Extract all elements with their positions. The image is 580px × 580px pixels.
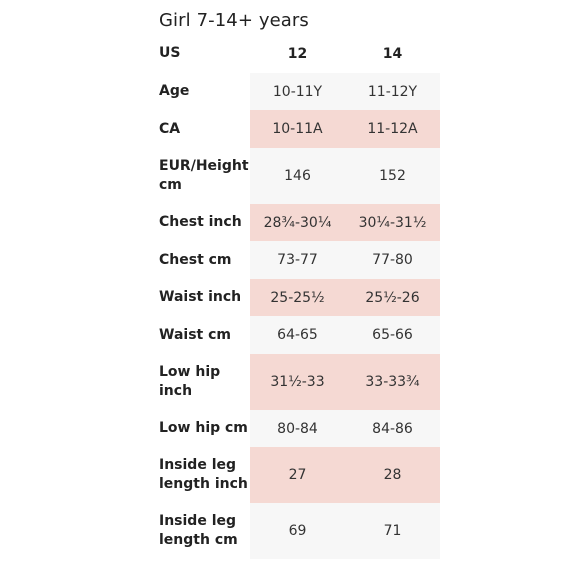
table-row: Waist cm 64-65 65-66 — [155, 316, 441, 354]
table-row: Chest inch 28¾-30¼ 30¼-31½ — [155, 204, 441, 241]
row-label: CA — [159, 120, 181, 137]
table-row: Waist inch 25-25½ 25½-26 — [155, 279, 441, 316]
row-value-12: 31½-33 — [250, 354, 345, 410]
table-header-row: US 12 14 — [155, 34, 441, 73]
row-label: Inside leg length inch — [159, 457, 248, 492]
table-row: CA 10-11A 11-12A — [155, 110, 441, 148]
row-label: EUR/Height cm — [159, 158, 249, 193]
row-value-14: 84-86 — [345, 410, 440, 447]
row-label: Low hip inch — [159, 364, 221, 399]
row-value-14: 11-12A — [345, 110, 440, 148]
row-label: Inside leg length cm — [159, 513, 238, 548]
size-chart-title: Girl 7-14+ years — [159, 10, 309, 31]
header-label-us: US — [159, 45, 181, 61]
table-row: Inside leg length cm 69 71 — [155, 503, 441, 559]
row-value-12: 80-84 — [250, 410, 345, 447]
row-value-12: 27 — [250, 447, 345, 503]
row-label: Chest inch — [159, 214, 242, 230]
row-label: Low hip cm — [159, 420, 248, 436]
row-value-14: 28 — [345, 447, 440, 503]
row-value-14: 33-33¾ — [345, 354, 440, 410]
row-value-14: 30¼-31½ — [345, 204, 440, 241]
row-value-14: 11-12Y — [345, 73, 440, 110]
table-row: Chest cm 73-77 77-80 — [155, 241, 441, 279]
row-value-14: 71 — [345, 503, 440, 559]
row-value-14: 25½-26 — [345, 279, 440, 316]
row-label: Chest cm — [159, 251, 232, 268]
table-row: Low hip inch 31½-33 33-33¾ — [155, 354, 441, 410]
row-value-12: 10-11A — [250, 110, 345, 148]
table-row: Age 10-11Y 11-12Y — [155, 73, 441, 110]
row-value-14: 77-80 — [345, 241, 440, 279]
row-value-12: 25-25½ — [250, 279, 345, 316]
row-value-14: 65-66 — [345, 316, 440, 354]
row-label: Waist cm — [159, 326, 231, 343]
row-value-14: 152 — [345, 148, 440, 204]
row-value-12: 64-65 — [250, 316, 345, 354]
row-label: Age — [159, 83, 190, 99]
row-value-12: 73-77 — [250, 241, 345, 279]
row-value-12: 69 — [250, 503, 345, 559]
table-row: EUR/Height cm 146 152 — [155, 148, 441, 204]
table-row: Inside leg length inch 27 28 — [155, 447, 441, 503]
table-row: Low hip cm 80-84 84-86 — [155, 410, 441, 447]
size-chart-table: US 12 14 Age 10-11Y 11-12Y CA 10-11A 11-… — [155, 34, 441, 559]
row-value-12: 146 — [250, 148, 345, 204]
row-value-12: 10-11Y — [250, 73, 345, 110]
row-value-12: 28¾-30¼ — [250, 204, 345, 241]
header-size-14: 14 — [382, 45, 403, 62]
row-label: Waist inch — [159, 289, 242, 305]
header-size-12: 12 — [287, 45, 308, 62]
